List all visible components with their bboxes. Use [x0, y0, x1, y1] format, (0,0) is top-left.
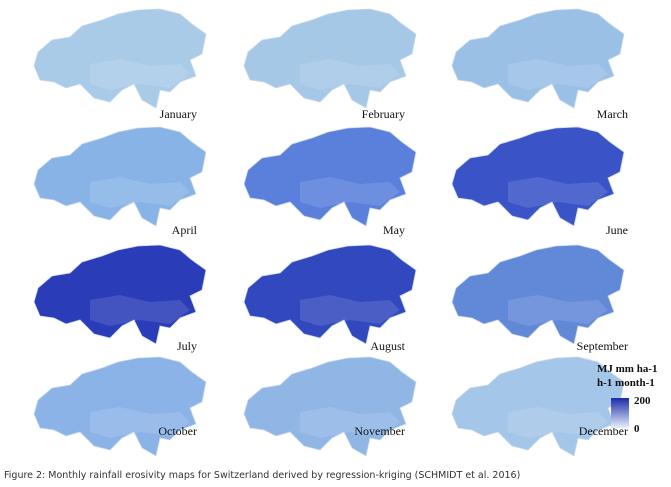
terrain-shade [508, 407, 608, 438]
map-panel [451, 244, 625, 345]
terrain-shade [508, 59, 608, 90]
month-label: January [160, 107, 197, 121]
switzerland-map [243, 8, 417, 109]
legend-title: h-1 month-1 [597, 377, 655, 389]
month-label: February [362, 107, 405, 121]
month-label: May [383, 223, 405, 237]
switzerland-map [451, 356, 625, 457]
switzerland-map [451, 126, 625, 227]
map-panel [33, 126, 207, 227]
terrain-shade [90, 295, 190, 326]
month-label: August [370, 339, 405, 353]
month-label: June [606, 223, 628, 237]
legend-title: MJ mm ha-1 [597, 363, 658, 375]
map-panel [33, 356, 207, 457]
month-label: July [177, 339, 197, 353]
map-panel [33, 244, 207, 345]
terrain-shade [300, 177, 400, 208]
map-panel [451, 356, 625, 457]
switzerland-map [33, 8, 207, 109]
month-label: September [577, 339, 628, 353]
terrain-shade [508, 295, 608, 326]
map-panel [243, 244, 417, 345]
legend: MJ mm ha-1 h-1 month-1 200 0 [597, 363, 658, 435]
terrain-shade [300, 295, 400, 326]
month-label: October [158, 424, 197, 438]
terrain-shade [300, 59, 400, 90]
map-panel [33, 8, 207, 109]
switzerland-map [33, 356, 207, 457]
map-panel [451, 126, 625, 227]
map-grid: January February March April May June July Augu… [33, 8, 628, 457]
switzerland-map [243, 244, 417, 345]
caption: Figure 2: Monthly rainfall erosivity map… [4, 470, 520, 481]
month-label: March [597, 107, 628, 121]
map-panel [243, 126, 417, 227]
terrain-shade [90, 407, 190, 438]
switzerland-map [451, 244, 625, 345]
month-label: April [172, 223, 198, 237]
switzerland-map [33, 244, 207, 345]
map-panel [243, 356, 417, 457]
legend-min: 0 [634, 423, 640, 435]
terrain-shade [90, 177, 190, 208]
terrain-shade [508, 177, 608, 208]
map-panel [451, 8, 625, 109]
switzerland-map [451, 8, 625, 109]
legend-max: 200 [634, 395, 651, 407]
switzerland-map [243, 356, 417, 457]
map-panel [243, 8, 417, 109]
terrain-shade [90, 59, 190, 90]
terrain-shade [300, 407, 400, 438]
switzerland-map [33, 126, 207, 227]
legend-gradient [611, 398, 629, 428]
month-label: November [354, 424, 405, 438]
switzerland-map [243, 126, 417, 227]
